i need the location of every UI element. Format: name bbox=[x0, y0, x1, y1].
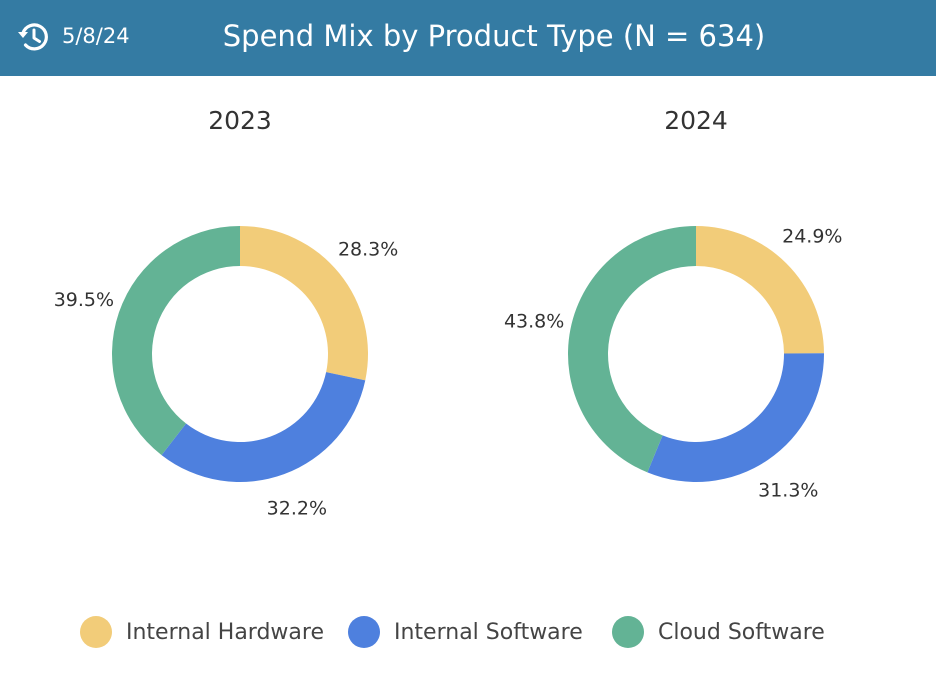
data-label-cloud-software-2024: 43.8% bbox=[504, 311, 564, 333]
data-label-internal-hardware-2023: 28.3% bbox=[338, 239, 398, 261]
legend-item-cloud-software[interactable]: Cloud Software bbox=[612, 610, 825, 654]
legend-item-internal-hardware[interactable]: Internal Hardware bbox=[80, 610, 324, 654]
legend-swatch-internal-hardware bbox=[80, 616, 112, 648]
data-label-cloud-software-2023: 39.5% bbox=[54, 289, 114, 311]
data-label-internal-hardware-2024: 24.9% bbox=[782, 225, 842, 247]
slice-cloud-software-2024[interactable] bbox=[568, 226, 696, 473]
slice-internal-software-2023[interactable] bbox=[161, 372, 366, 483]
data-label-internal-software-2024: 31.3% bbox=[758, 479, 818, 501]
chart-title: Spend Mix by Product Type (N = 634) bbox=[222, 19, 766, 53]
legend-item-internal-software[interactable]: Internal Software bbox=[348, 610, 583, 654]
legend: Internal Hardware Internal Software Clou… bbox=[0, 610, 936, 654]
header-bar: 5/8/24 Spend Mix by Product Type (N = 63… bbox=[0, 0, 936, 76]
history-icon[interactable] bbox=[16, 20, 50, 54]
legend-label-internal-hardware: Internal Hardware bbox=[126, 619, 324, 645]
data-label-internal-software-2023: 32.2% bbox=[267, 497, 327, 519]
slice-internal-hardware-2024[interactable] bbox=[696, 226, 824, 354]
slice-internal-hardware-2023[interactable] bbox=[240, 226, 368, 381]
slice-cloud-software-2023[interactable] bbox=[112, 226, 240, 456]
legend-swatch-internal-software bbox=[348, 616, 380, 648]
donut-chart-2023: 2023 28.3% 32.2% 39.5% bbox=[54, 106, 399, 519]
chart-area: 2023 28.3% 32.2% 39.5% 2024 24.9% 31.3% 43.8% bbox=[0, 76, 936, 690]
slice-internal-software-2024[interactable] bbox=[647, 353, 825, 482]
date-label: 5/8/24 bbox=[62, 24, 130, 48]
chart-title-2023: 2023 bbox=[208, 106, 272, 135]
legend-label-internal-software: Internal Software bbox=[394, 619, 583, 645]
legend-label-cloud-software: Cloud Software bbox=[658, 619, 825, 645]
donut-chart-2024: 2024 24.9% 31.3% 43.8% bbox=[504, 106, 843, 501]
donut-charts: 2023 28.3% 32.2% 39.5% 2024 24.9% 31.3% 43.8% bbox=[54, 106, 843, 519]
chart-title-2024: 2024 bbox=[664, 106, 728, 135]
legend-swatch-cloud-software bbox=[612, 616, 644, 648]
